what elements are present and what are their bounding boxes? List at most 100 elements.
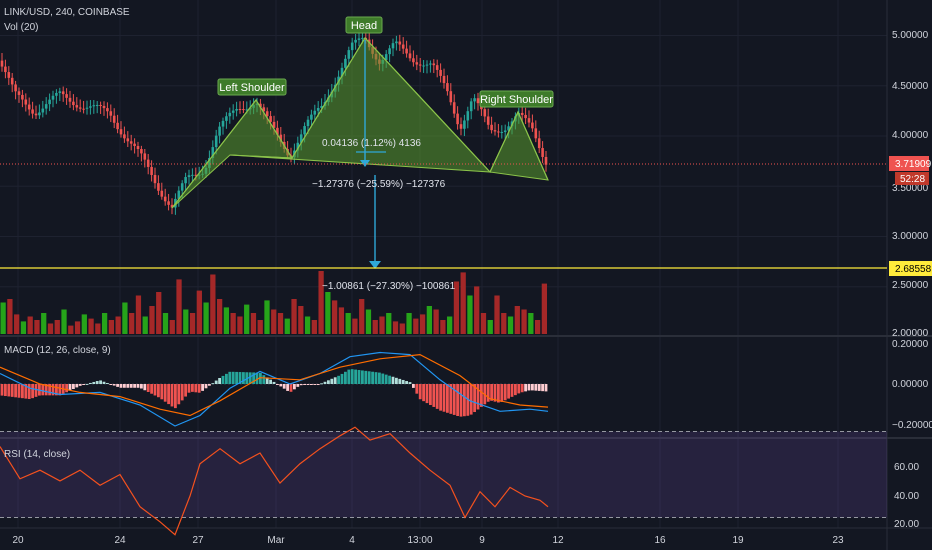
candle-body: [503, 130, 507, 133]
volume-bar: [216, 299, 223, 334]
macd-histogram-bar: [242, 372, 245, 384]
volume-bar: [244, 304, 250, 334]
candle-body: [456, 113, 459, 125]
candle-body: [194, 174, 198, 176]
macd-histogram-bar: [228, 371, 232, 384]
macd-histogram-bar: [531, 384, 534, 391]
macd-histogram-bar: [252, 372, 255, 384]
candle-body: [486, 116, 490, 125]
macd-histogram-bar: [129, 384, 133, 388]
candle-body: [524, 114, 527, 119]
candle-body: [167, 201, 170, 205]
macd-tick: −0.20000: [892, 420, 932, 431]
macd-histogram-bar: [289, 384, 293, 392]
volume-bar: [494, 295, 500, 334]
macd-histogram-bar: [435, 384, 439, 409]
macd-histogram-bar: [527, 384, 531, 391]
candle-body: [17, 91, 21, 95]
candle-body: [102, 105, 106, 109]
macd-histogram-bar: [361, 370, 364, 384]
macd-histogram-bar: [395, 377, 398, 384]
macd-histogram-bar: [344, 371, 347, 384]
macd-histogram-bar: [520, 384, 524, 393]
candle-body: [184, 177, 187, 184]
candle-body: [446, 83, 449, 92]
target-price-badge: [889, 261, 932, 276]
macd-histogram-bar: [408, 382, 412, 384]
rsi-label: RSI (14, close): [4, 449, 71, 460]
volume-bar: [291, 299, 297, 334]
candle-body: [133, 143, 136, 147]
volume-bar: [392, 321, 399, 334]
candle-body: [136, 146, 140, 150]
macd-histogram-bar: [0, 384, 4, 396]
macd-histogram-bar: [476, 384, 480, 410]
candle-body: [51, 95, 55, 100]
macd-histogram-bar: [177, 384, 181, 405]
candle-body: [106, 108, 109, 112]
volume-bar: [352, 318, 358, 334]
measure-target-text: −1.00861 (−27.30%) −100861: [322, 281, 456, 292]
candle-body: [7, 72, 11, 78]
measure-lower-text: −1.27376 (−25.59%) −127376: [312, 179, 446, 190]
macd-histogram-bar: [72, 384, 75, 390]
candle-body: [235, 108, 238, 111]
macd-histogram-bar: [102, 381, 106, 384]
macd-histogram-bar: [68, 384, 72, 391]
macd-histogram-bar: [378, 372, 381, 384]
candle-body: [10, 77, 14, 85]
candle-body: [245, 109, 249, 111]
price-tick: 4.50000: [892, 81, 929, 92]
macd-histogram-bar: [354, 369, 357, 384]
time-tick: 16: [654, 535, 666, 546]
macd-histogram-bar: [44, 384, 48, 396]
volume-bar: [88, 318, 94, 334]
candle-body: [0, 60, 4, 67]
candle-body: [463, 120, 466, 129]
time-tick: 23: [832, 535, 844, 546]
volume-bar: [433, 309, 439, 334]
time-tick: Mar: [267, 535, 285, 546]
rsi-band: [0, 431, 887, 518]
candle-body: [191, 174, 194, 176]
macd-histogram-bar: [153, 384, 157, 396]
candle-body: [72, 101, 75, 106]
volume-bar: [311, 320, 317, 334]
time-tick: 4: [349, 535, 355, 546]
left-shoulder-label-box: [217, 78, 287, 96]
candle-body: [58, 91, 62, 93]
macd-histogram-bar: [330, 378, 334, 384]
macd-histogram-bar: [78, 384, 82, 386]
signal-line: [0, 353, 549, 417]
macd-histogram-bar: [221, 375, 225, 384]
candle-body: [415, 62, 419, 65]
candle-body: [452, 102, 456, 114]
volume-bar: [156, 292, 162, 334]
macd-histogram-bar: [269, 379, 272, 384]
macd-histogram-bar: [384, 374, 388, 384]
candle-body: [466, 111, 470, 121]
volume-bar: [426, 306, 432, 334]
macd-histogram-bar: [310, 384, 313, 385]
candle-body: [157, 183, 160, 191]
macd-histogram-bar: [143, 384, 147, 391]
macd-histogram-bar: [459, 384, 463, 417]
macd-histogram-bar: [517, 384, 521, 394]
candle-body: [231, 110, 235, 113]
candle-body: [61, 91, 65, 95]
target-price-value: 2.68558: [895, 264, 932, 275]
macd-histogram-bar: [34, 384, 38, 397]
macd-histogram-bar: [31, 384, 34, 399]
time-tick: 13:00: [407, 535, 432, 546]
volume-bar: [474, 286, 480, 334]
macd-histogram-bar: [248, 372, 252, 384]
candle-body: [187, 175, 191, 178]
volume-bar: [129, 313, 135, 334]
macd-histogram-bar: [391, 376, 395, 384]
macd-histogram-bar: [191, 384, 194, 392]
volume-bar: [115, 316, 121, 334]
macd-histogram-bar: [92, 381, 96, 384]
volume-bar: [61, 309, 67, 334]
candle-body: [85, 107, 89, 109]
